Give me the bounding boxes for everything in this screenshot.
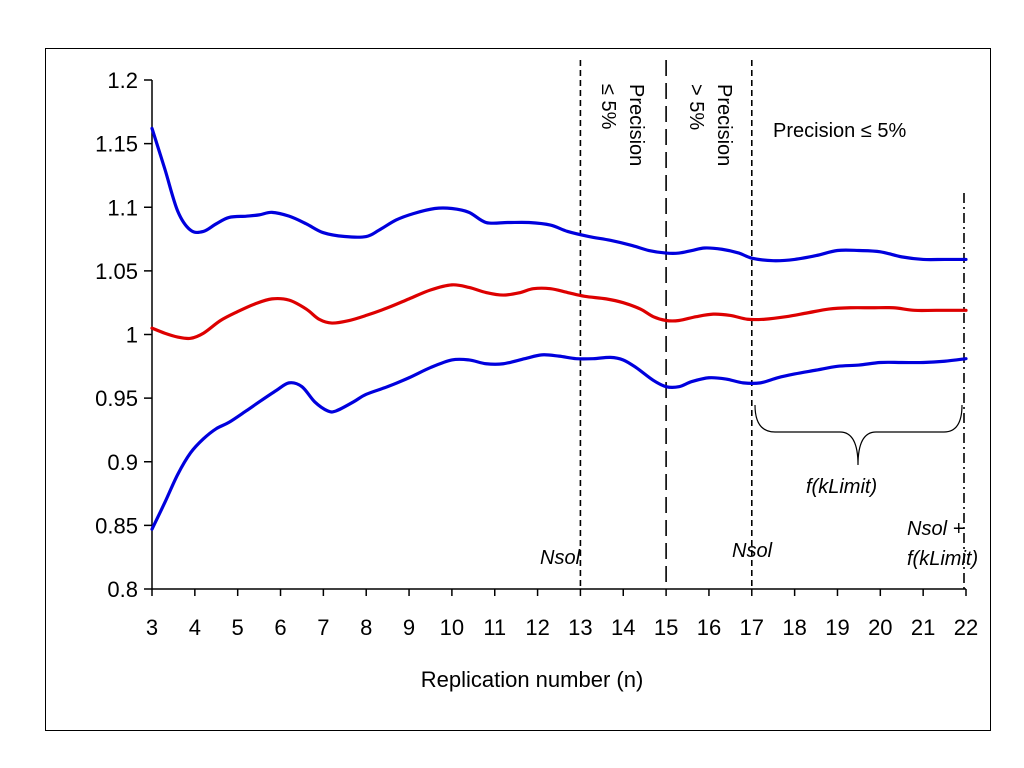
chart-frame [45,48,991,731]
precision-label-2b: > 5% [685,84,707,130]
x-tick-label: 21 [911,615,935,640]
series-line-3 [150,353,968,531]
x-tick-label: 4 [189,615,201,640]
y-tick-label: 1.15 [95,132,138,157]
precision-label-1b: ≤ 5% [597,84,619,130]
x-tick-label: 10 [440,615,464,640]
x-tick-label: 18 [782,615,806,640]
y-tick-label: 0.95 [95,386,138,411]
y-tick-label: 0.9 [107,450,138,475]
x-axis-label: Replication number (n) [421,667,644,692]
x-tick-label: 7 [317,615,329,640]
nsol-label-2: Nsol [732,540,773,562]
x-tick-label: 15 [654,615,678,640]
x-tick-label: 20 [868,615,892,640]
x-tick-label: 16 [697,615,721,640]
x-tick-label: 19 [825,615,849,640]
nsol-label-1: Nsol [540,547,581,569]
y-tick-label: 0.8 [107,577,138,602]
x-tick-label: 5 [232,615,244,640]
x-tick-label: 6 [274,615,286,640]
series-line-2 [150,283,968,341]
x-tick-label: 13 [568,615,592,640]
y-tick-label: 1.05 [95,259,138,284]
precision-label-1a: Precision [625,84,647,166]
y-ticks: 0.8 0.85 0.9 0.95 1 1.05 1.1 1.15 1.2 [95,68,152,602]
series-line-1 [150,126,968,263]
x-tick-label: 22 [954,615,978,640]
x-tick-label: 8 [360,615,372,640]
precision-le5-vertical: Precision ≤ 5% [597,84,647,166]
x-ticks: 3 4 5 6 7 8 9 10 11 12 13 14 15 16 17 18 19 20 21 22 [146,589,978,640]
x-tick-label: 9 [403,615,415,640]
x-tick-label: 12 [525,615,549,640]
x-tick-label: 14 [611,615,635,640]
precision-gt5-vertical: Precision > 5% [685,84,735,166]
y-tick-label: 1.1 [107,195,138,220]
axes [151,80,966,590]
f-klimit-label: f(kLimit) [806,476,877,498]
x-tick-label: 3 [146,615,158,640]
y-tick-label: 1.2 [107,68,138,93]
precision-label-2a: Precision [713,84,735,166]
f-klimit-brace [754,404,963,466]
y-tick-label: 1 [126,323,138,348]
precision-le5-horizontal: Precision ≤ 5% [773,120,906,142]
nsol-plus-label-1: Nsol + [907,518,964,540]
y-tick-label: 0.85 [95,513,138,538]
series-lines [150,126,968,531]
x-tick-label: 17 [740,615,764,640]
x-tick-label: 11 [483,615,506,640]
nsol-plus-label-2: f(kLimit) [907,548,978,570]
